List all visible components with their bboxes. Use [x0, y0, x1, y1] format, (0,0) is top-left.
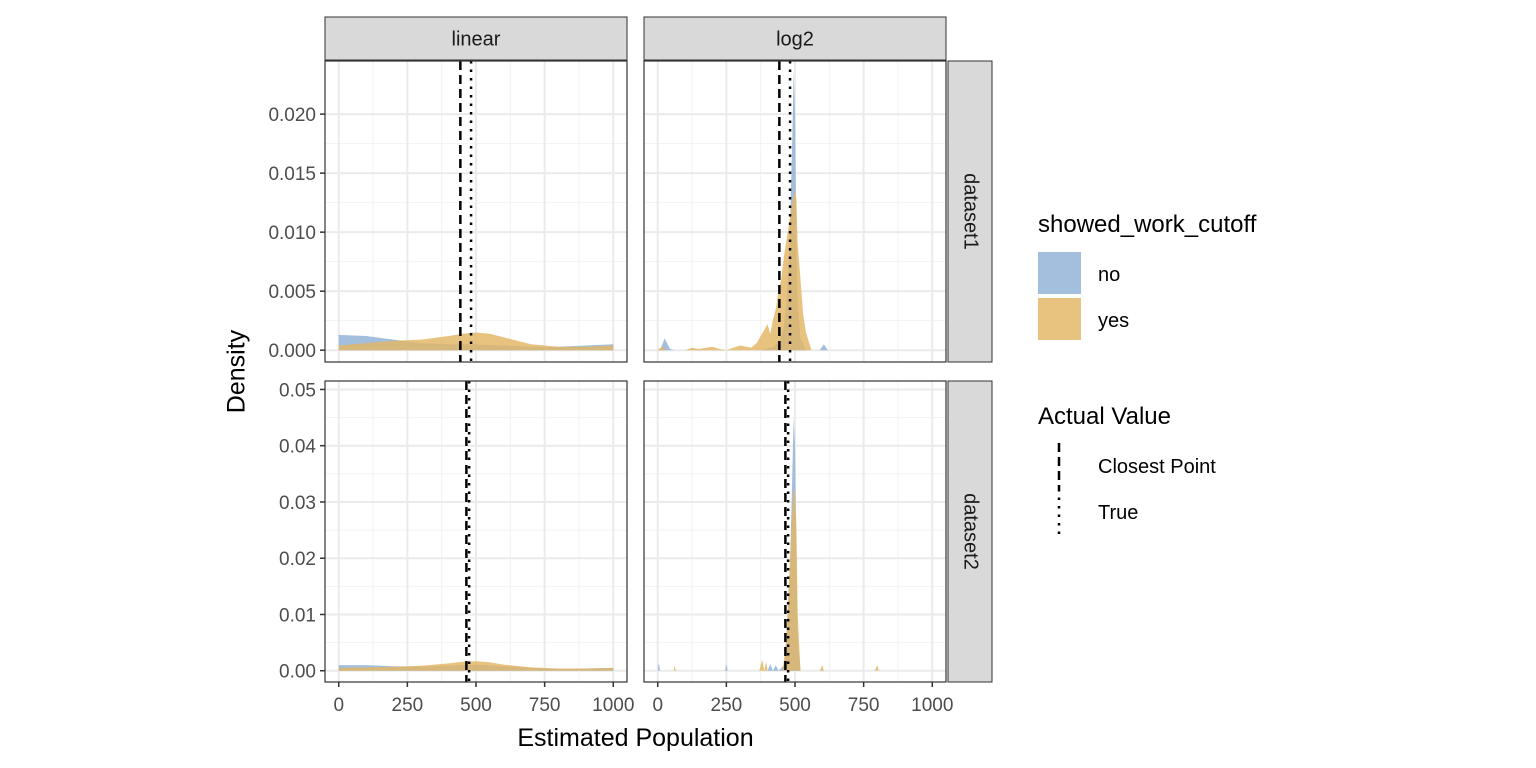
- density-area-yes: [338, 332, 614, 351]
- legend-label: no: [1098, 264, 1120, 286]
- legend-label: True: [1098, 502, 1138, 524]
- density-areas: [338, 332, 614, 351]
- y-tick-label: 0.05: [279, 380, 316, 401]
- density-areas: [657, 417, 933, 671]
- x-tick-label: 250: [711, 695, 743, 716]
- x-tick-label: 250: [392, 695, 424, 716]
- legend-key-no: [1038, 252, 1081, 294]
- y-tick-label: 0.00: [279, 662, 316, 683]
- facet-strip-label: log2: [776, 29, 814, 51]
- y-tick-label: 0.03: [279, 493, 316, 514]
- x-tick-label: 500: [460, 695, 492, 716]
- density-area-yes: [657, 190, 933, 351]
- legend-key-yes: [1038, 298, 1081, 340]
- facet-strip-label: dataset2: [960, 493, 982, 570]
- y-tick-label: 0.015: [268, 164, 316, 185]
- density-areas: [338, 661, 614, 671]
- x-tick-label: 0: [652, 695, 663, 716]
- panel-border: [324, 60, 628, 363]
- y-tick-label: 0.02: [279, 549, 316, 570]
- x-axis-title: Estimated Population: [517, 724, 753, 752]
- x-tick-label: 750: [848, 695, 880, 716]
- y-tick-label: 0.010: [268, 223, 316, 244]
- y-tick-label: 0.04: [279, 437, 316, 458]
- x-tick-label: 750: [529, 695, 561, 716]
- facet-strip-dataset2: [947, 380, 993, 683]
- panel-dataset1-linear: 0.000 0.005 0.010 0.015 0.020: [268, 60, 628, 363]
- y-tick-label: 0.005: [268, 282, 316, 303]
- panel-dataset2-linear: 0.00 0.01 0.02 0.03 0.04 0.05 0 250 500 750 1000: [279, 380, 634, 716]
- facet-strip-log2: [643, 16, 947, 61]
- facet-strip-linear: [324, 16, 628, 61]
- facet-strip-dataset1: [947, 60, 993, 363]
- y-tick-label: 0.01: [279, 605, 316, 626]
- panel-dataset1-log2: [643, 60, 947, 363]
- legend-label: yes: [1098, 310, 1129, 332]
- x-tick-label: 0: [333, 695, 344, 716]
- density-area-yes: [657, 490, 933, 671]
- x-tick-label: 1000: [911, 695, 953, 716]
- x-tick-label: 1000: [592, 695, 634, 716]
- legend-title: showed_work_cutoff: [1038, 211, 1257, 238]
- y-tick-label: 0.000: [268, 341, 316, 362]
- legend-title: Actual Value: [1038, 403, 1171, 430]
- density-areas: [657, 70, 933, 351]
- panel-dataset2-log2: 0 250 500 750 1000: [643, 380, 953, 716]
- density-area-yes: [338, 661, 614, 671]
- facet-strip-label: dataset1: [960, 173, 982, 250]
- facet-strip-label: linear: [452, 29, 501, 51]
- y-axis-title: Density: [223, 329, 251, 413]
- legend-label: Closest Point: [1098, 456, 1216, 478]
- panel-border: [643, 60, 947, 363]
- y-tick-label: 0.020: [268, 105, 316, 126]
- x-tick-label: 500: [779, 695, 811, 716]
